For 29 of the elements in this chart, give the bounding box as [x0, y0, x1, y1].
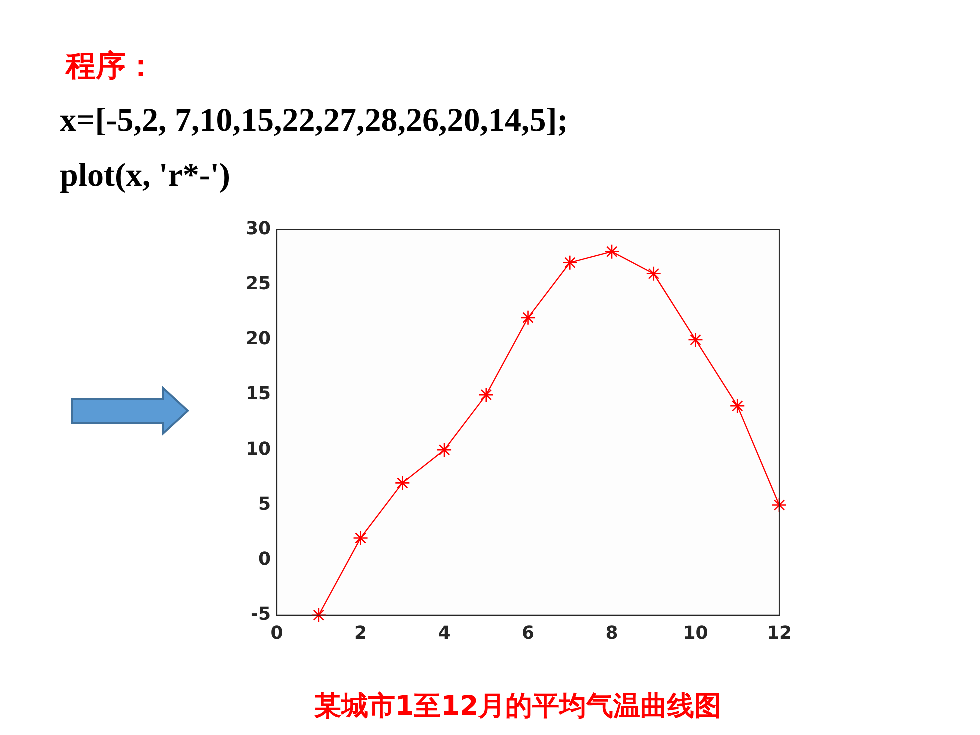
point — [730, 398, 746, 414]
x-tick-label: 10 — [683, 622, 708, 644]
text: 某城市1至12月的平均气温曲线图 — [313, 690, 723, 724]
point — [646, 266, 662, 282]
point — [436, 442, 452, 458]
point — [353, 530, 368, 546]
text: x=[-5,2, 7,10,15,22,27,28,26,20,14,5]; — [60, 103, 568, 140]
x-tick-label: 8 — [606, 622, 618, 644]
x-tick-label: 4 — [438, 622, 451, 644]
y-tick-label: 30 — [246, 218, 272, 240]
point — [478, 387, 494, 403]
point — [562, 255, 578, 270]
point — [688, 332, 704, 348]
y-tick-label: 5 — [258, 494, 272, 515]
x-tick-label: 12 — [766, 622, 792, 644]
y-tick-label: 20 — [246, 328, 272, 350]
point — [604, 244, 620, 260]
y-tick-label: 15 — [246, 384, 272, 405]
point — [395, 476, 410, 491]
point — [772, 498, 788, 513]
chart-title: 程序： — [66, 48, 156, 86]
x-tick-label: 2 — [354, 622, 368, 644]
y-tick-label: 25 — [246, 274, 272, 295]
y-tick-label: 0 — [258, 548, 272, 570]
text: plot(x, 'r*-') — [60, 158, 230, 195]
y-tick-label: -5 — [251, 604, 272, 626]
x-tick-label: 6 — [522, 622, 535, 644]
point — [520, 310, 536, 326]
y-tick-label: 10 — [246, 438, 272, 460]
